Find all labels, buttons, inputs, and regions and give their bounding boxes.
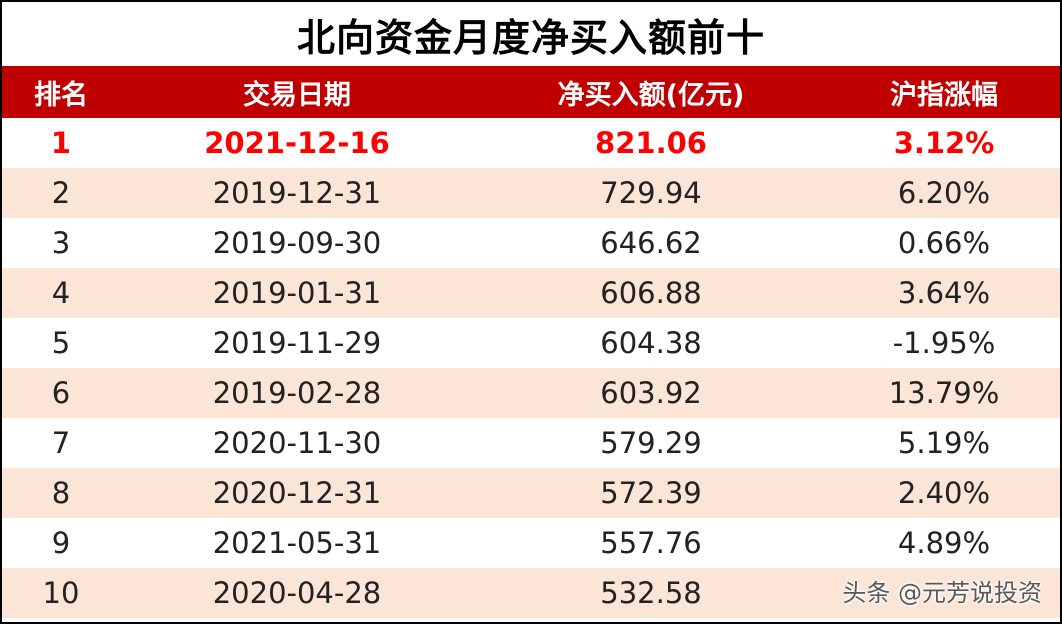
cell-change: 5.19%	[828, 418, 1060, 468]
cell-date: 2020-11-30	[120, 418, 474, 468]
cell-change: -1.95%	[828, 318, 1060, 368]
cell-date: 2019-01-31	[120, 268, 474, 318]
cell-rank: 7	[2, 418, 120, 468]
cell-change: 6.20%	[828, 168, 1060, 218]
header-amount: 净买入额(亿元)	[474, 66, 828, 118]
table-row: 9 2021-05-31 557.76 4.89%	[2, 518, 1060, 568]
cell-date: 2020-12-31	[120, 468, 474, 518]
cell-date: 2019-12-31	[120, 168, 474, 218]
cell-date: 2019-09-30	[120, 218, 474, 268]
page-title: 北向资金月度净买入额前十	[296, 15, 765, 60]
table-row: 5 2019-11-29 604.38 -1.95%	[2, 318, 1060, 368]
ranking-table: 排名 交易日期 净买入额(亿元) 沪指涨幅 1 2021-12-16 821.0…	[2, 66, 1060, 618]
table-row: 8 2020-12-31 572.39 2.40%	[2, 468, 1060, 518]
cell-amount: 579.29	[474, 418, 828, 468]
cell-amount: 572.39	[474, 468, 828, 518]
cell-date: 2020-04-28	[120, 568, 474, 618]
cell-amount: 821.06	[474, 118, 828, 168]
cell-change: 13.79%	[828, 368, 1060, 418]
cell-amount: 603.92	[474, 368, 828, 418]
table-header-row: 排名 交易日期 净买入额(亿元) 沪指涨幅	[2, 66, 1060, 118]
cell-change	[828, 568, 1060, 618]
cell-rank: 6	[2, 368, 120, 418]
cell-change: 2.40%	[828, 468, 1060, 518]
cell-amount: 604.38	[474, 318, 828, 368]
cell-date: 2021-05-31	[120, 518, 474, 568]
cell-rank: 4	[2, 268, 120, 318]
cell-rank: 10	[2, 568, 120, 618]
cell-rank: 1	[2, 118, 120, 168]
header-change: 沪指涨幅	[828, 66, 1060, 118]
cell-amount: 646.62	[474, 218, 828, 268]
cell-rank: 8	[2, 468, 120, 518]
table-row: 1 2021-12-16 821.06 3.12%	[2, 118, 1060, 168]
cell-change: 3.64%	[828, 268, 1060, 318]
table-row: 6 2019-02-28 603.92 13.79%	[2, 368, 1060, 418]
cell-amount: 606.88	[474, 268, 828, 318]
cell-rank: 5	[2, 318, 120, 368]
cell-change: 4.89%	[828, 518, 1060, 568]
cell-rank: 2	[2, 168, 120, 218]
cell-amount: 532.58	[474, 568, 828, 618]
watermark: 头条 @元芳说投资	[842, 579, 1042, 607]
cell-amount: 729.94	[474, 168, 828, 218]
table-row: 4 2019-01-31 606.88 3.64%	[2, 268, 1060, 318]
table-row: 7 2020-11-30 579.29 5.19%	[2, 418, 1060, 468]
table-row: 3 2019-09-30 646.62 0.66%	[2, 218, 1060, 268]
cell-change: 3.12%	[828, 118, 1060, 168]
table-row: 10 2020-04-28 532.58	[2, 568, 1060, 618]
cell-date: 2021-12-16	[120, 118, 474, 168]
header-rank: 排名	[2, 66, 120, 118]
cell-date: 2019-02-28	[120, 368, 474, 418]
table-row: 2 2019-12-31 729.94 6.20%	[2, 168, 1060, 218]
cell-rank: 3	[2, 218, 120, 268]
header-date: 交易日期	[120, 66, 474, 118]
cell-amount: 557.76	[474, 518, 828, 568]
cell-change: 0.66%	[828, 218, 1060, 268]
cell-rank: 9	[2, 518, 120, 568]
cell-date: 2019-11-29	[120, 318, 474, 368]
